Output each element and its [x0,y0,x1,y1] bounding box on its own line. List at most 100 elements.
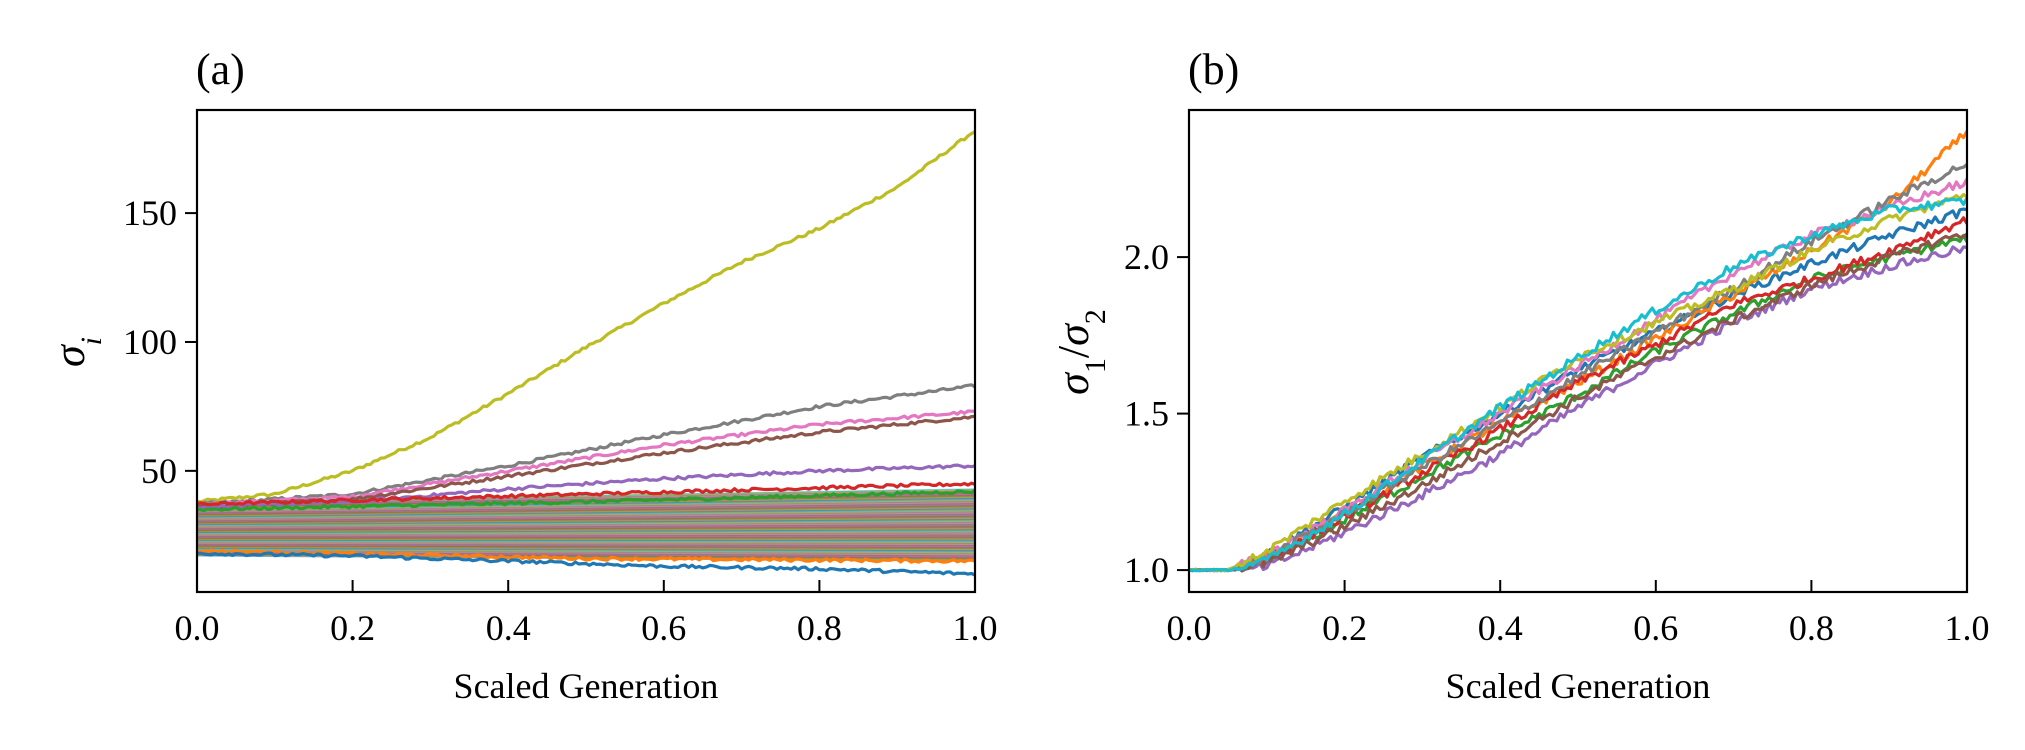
a-band-line [197,545,975,550]
a-band-line [197,521,975,528]
a-band-line [197,512,975,521]
b-x-tick-label: 0.2 [1322,608,1367,648]
a-band-line [197,518,975,526]
a-band-line [197,544,975,548]
b-series-line-r9 [1189,192,1967,573]
a-series-line-s3 [197,409,975,507]
b-x-tick-label: 0.8 [1789,608,1834,648]
a-band-line [197,501,975,513]
a-band-line [197,525,975,531]
a-series-line-s9 [197,551,975,577]
a-band-line [197,542,975,545]
a-band-line [197,488,975,503]
panel-b-y-ticks: 1.0 1.5 2.0 [1124,237,1189,590]
a-band-line [197,520,975,527]
a-x-tick-label: 0.0 [175,608,220,648]
a-x-tick-label: 0.4 [486,608,531,648]
a-band-line [197,522,975,529]
panel-b-label: (b) [1188,45,1239,94]
panel-b-y-label-den: σ [1049,322,1098,346]
b-y-tick-label: 2.0 [1124,237,1169,277]
a-band-line [197,510,975,519]
a-band-line [197,502,975,514]
b-x-tick-label: 0.0 [1167,608,1212,648]
a-x-tick-label: 0.6 [641,608,686,648]
panel-b-x-axis-label: Scaled Generation [1446,666,1711,706]
a-dense-band [197,488,975,562]
a-band-line [197,530,975,534]
a-series-line-s2 [197,383,975,507]
panel-b-y-label-den-sub: 2 [1079,309,1112,324]
a-band-line [197,506,975,516]
a-band-line [197,548,975,554]
panel-b-y-label-slash: / [1049,345,1098,358]
a-band-line [197,548,975,553]
panel-a-series-group [197,130,975,577]
a-band-line [197,503,975,515]
b-x-tick-label: 0.6 [1633,608,1678,648]
a-band-line [197,545,975,549]
a-band-line [197,547,975,552]
a-band-line [197,526,975,532]
a-x-tick-label: 0.8 [797,608,842,648]
a-band-line [197,516,975,524]
a-band-line [197,515,975,523]
b-x-tick-label: 0.4 [1478,608,1523,648]
panel-a-x-ticks: 0.0 0.2 0.4 0.6 0.8 1.0 [175,580,998,648]
panel-a-axes-frame [195,108,977,594]
b-series-line-r6 [1189,232,1967,573]
a-band-line [197,519,975,526]
panel-a-y-ticks: 50 100 150 [123,193,197,491]
a-y-tick-label: 50 [141,451,177,491]
a-band-line [197,536,975,539]
a-band-line [197,543,975,547]
panel-b-axes-frame [1187,108,1969,594]
a-x-tick-label: 1.0 [953,608,998,648]
panel-a-y-label-subscript: i [75,337,108,345]
a-band-line [197,527,975,533]
a-band-line [197,494,975,508]
a-y-tick-label: 100 [123,322,177,362]
a-band-line [197,523,975,530]
panel-a-x-axis-label: Scaled Generation [454,666,719,706]
a-series-line-s1 [197,130,975,504]
a-band-line [197,529,975,534]
a-band-line [197,532,975,536]
b-y-tick-label: 1.5 [1124,394,1169,434]
a-series-line-s8 [197,548,975,564]
panel-a: (a) 0.0 0.2 0.4 0.6 0.8 1.0 50 100 150 Scaled G… [45,45,998,706]
a-band-line [197,524,975,530]
a-band-line [197,533,975,537]
b-x-tick-label: 1.0 [1945,608,1990,648]
b-series-line-r10 [1189,197,1967,573]
panel-b-y-axis-label: σ1/σ2 [1049,309,1112,395]
a-band-line [197,508,975,518]
panel-b-x-ticks: 0.0 0.2 0.4 0.6 0.8 1.0 [1167,580,1990,648]
a-band-line [197,500,975,512]
a-band-line [197,517,975,525]
panel-a-y-label-symbol: σ [45,343,94,367]
b-series-line-r8 [1189,163,1967,573]
a-band-line [197,507,975,517]
panel-b: (b) 0.0 0.2 0.4 0.6 0.8 1.0 1.0 1.5 2.0 Scaled … [1049,45,1990,706]
a-y-tick-label: 150 [123,193,177,233]
panel-b-series-group [1189,130,1967,573]
b-series-line-r2 [1189,130,1967,573]
a-x-tick-label: 0.2 [330,608,375,648]
a-band-line [197,534,975,537]
a-series-line-s6 [197,481,975,507]
b-y-tick-label: 1.0 [1124,550,1169,590]
a-band-line [197,552,975,559]
a-band-line [197,509,975,519]
a-band-line [197,537,975,540]
a-band-line [197,504,975,515]
b-series-line-r3 [1189,233,1967,573]
a-band-line [197,513,975,522]
b-series-line-r5 [1189,245,1967,573]
a-band-line [197,535,975,538]
a-band-line [197,541,975,544]
a-band-line [197,511,975,520]
a-band-line [197,514,975,523]
panel-a-y-axis-label: σi [45,337,108,367]
